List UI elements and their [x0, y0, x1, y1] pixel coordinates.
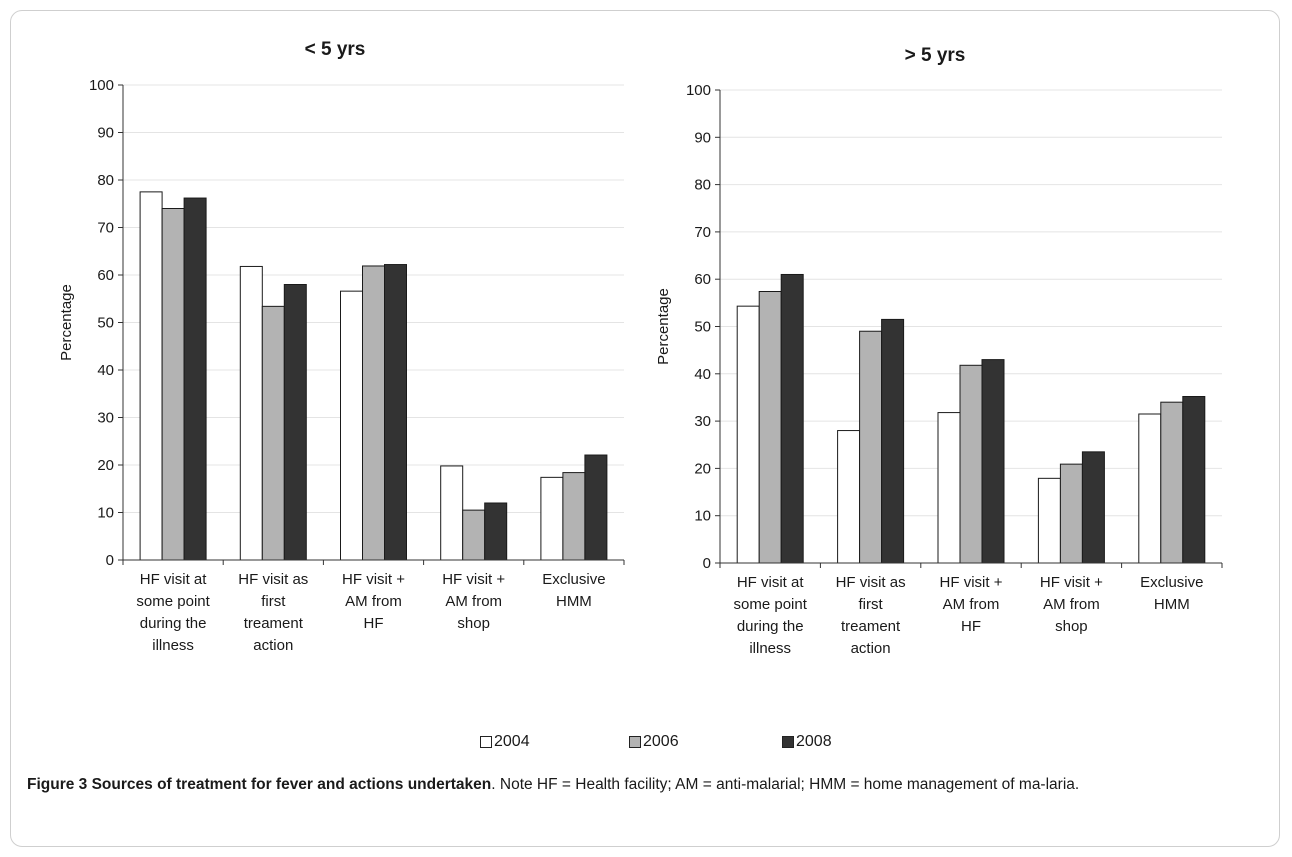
y-tick-label: 70	[97, 220, 114, 237]
bar-2006	[758, 290, 782, 564]
legend-swatch-2004	[480, 736, 492, 748]
y-tick-label: 100	[686, 82, 711, 99]
y-tick-label: 20	[694, 460, 711, 477]
y-tick-label: 60	[694, 271, 711, 288]
bar-2008	[283, 284, 307, 561]
bar-2004	[239, 265, 263, 561]
bar-2008	[1081, 451, 1105, 564]
x-tick-label: HF visit at some point during the illness	[136, 571, 210, 654]
y-tick-label: 90	[97, 125, 114, 142]
legend-label-2008: 2008	[796, 733, 832, 750]
bar-2008	[1182, 396, 1206, 564]
bar-2006	[261, 305, 285, 561]
bar-2004	[340, 290, 363, 561]
y-tick-label: 10	[694, 508, 711, 525]
x-tick-label: HF visit as first treament action	[836, 574, 906, 657]
x-tick-label: HF visit at some point during the illness	[734, 574, 808, 657]
legend-item-2006: 2006	[629, 733, 679, 751]
chart-1: < 5 yrs 0 10 20 30 40 50 60 70 80 90 100 Percentage H…	[58, 39, 625, 654]
bar-2008	[183, 197, 207, 561]
figure-caption-text: . Note HF = Health facility; AM = anti-m…	[491, 776, 1080, 793]
figure-caption: Figure 3 Sources of treatment for fever …	[27, 774, 1267, 796]
bar-2006	[1059, 463, 1083, 564]
x-tick-label: Exclusive HMM	[1140, 574, 1203, 613]
bar-2006	[362, 265, 385, 561]
y-tick-label: 10	[97, 505, 114, 522]
bar-2004	[937, 412, 961, 564]
bar-2004	[736, 305, 760, 564]
legend-item-2008: 2008	[782, 733, 832, 751]
chart-title: < 5 yrs	[305, 39, 366, 60]
bar-2006	[161, 208, 185, 561]
y-tick-label: 50	[694, 319, 711, 336]
figure-label: Figure 3 Sources of treatment for fever …	[27, 776, 492, 793]
bar-2008	[881, 318, 905, 564]
figure-frame	[10, 10, 1280, 847]
figure-charts: < 5 yrs0102030405060708090100PercentageH…	[58, 39, 1223, 657]
y-tick-label: 0	[106, 552, 114, 569]
x-tick-label: HF visit + AM from shop	[442, 571, 505, 632]
x-tick-label: HF visit + AM from shop	[1040, 574, 1103, 635]
y-tick-label: 20	[97, 457, 114, 474]
bar-2008	[780, 273, 804, 564]
y-tick-label: 70	[694, 224, 711, 241]
bar-2006	[959, 364, 983, 564]
bar-2004	[540, 476, 564, 561]
bar-2008	[981, 359, 1005, 564]
y-axis-label: Percentage	[655, 288, 672, 365]
y-tick-label: 80	[97, 172, 114, 189]
x-tick-label: HF visit + AM from HF	[940, 574, 1003, 635]
legend-swatch-2008	[782, 736, 794, 748]
y-tick-label: 100	[89, 77, 114, 94]
y-tick-label: 0	[703, 555, 711, 572]
y-tick-label: 60	[97, 267, 114, 284]
x-tick-label: HF visit + AM from HF	[342, 571, 405, 632]
legend-label-2006: 2006	[643, 733, 679, 750]
bar-2004	[837, 430, 861, 564]
bar-2006	[1160, 401, 1184, 564]
bar-2008	[584, 454, 608, 561]
bar-2006	[562, 472, 586, 561]
legend-swatch-2006	[629, 736, 641, 748]
x-tick-label: Exclusive HMM	[542, 571, 605, 610]
y-tick-label: 30	[97, 410, 114, 427]
y-tick-label: 80	[694, 177, 711, 194]
y-tick-label: 90	[694, 129, 711, 146]
chart-title: > 5 yrs	[905, 45, 966, 66]
bar-2004	[1037, 477, 1061, 564]
bar-2008	[484, 502, 508, 561]
bar-2008	[384, 264, 407, 561]
y-tick-label: 50	[97, 315, 114, 332]
y-tick-label: 40	[97, 362, 114, 379]
legend: 2004 2006 2008	[0, 733, 1292, 755]
legend-item-2004: 2004	[480, 733, 530, 751]
x-tick-label: HF visit as first treament action	[238, 571, 308, 654]
bar-2006	[462, 509, 486, 561]
y-tick-label: 40	[694, 366, 711, 383]
y-axis-label: Percentage	[58, 284, 75, 361]
bar-2004	[440, 465, 464, 561]
bar-2006	[859, 330, 883, 564]
y-tick-label: 30	[694, 413, 711, 430]
bar-2004	[139, 191, 163, 561]
bar-2004	[1138, 413, 1162, 564]
legend-label-2004: 2004	[494, 733, 530, 750]
chart-2: > 5 yrs 0 10 20 30 40 50 60 70 80 90 100 Percentage H…	[655, 45, 1223, 657]
